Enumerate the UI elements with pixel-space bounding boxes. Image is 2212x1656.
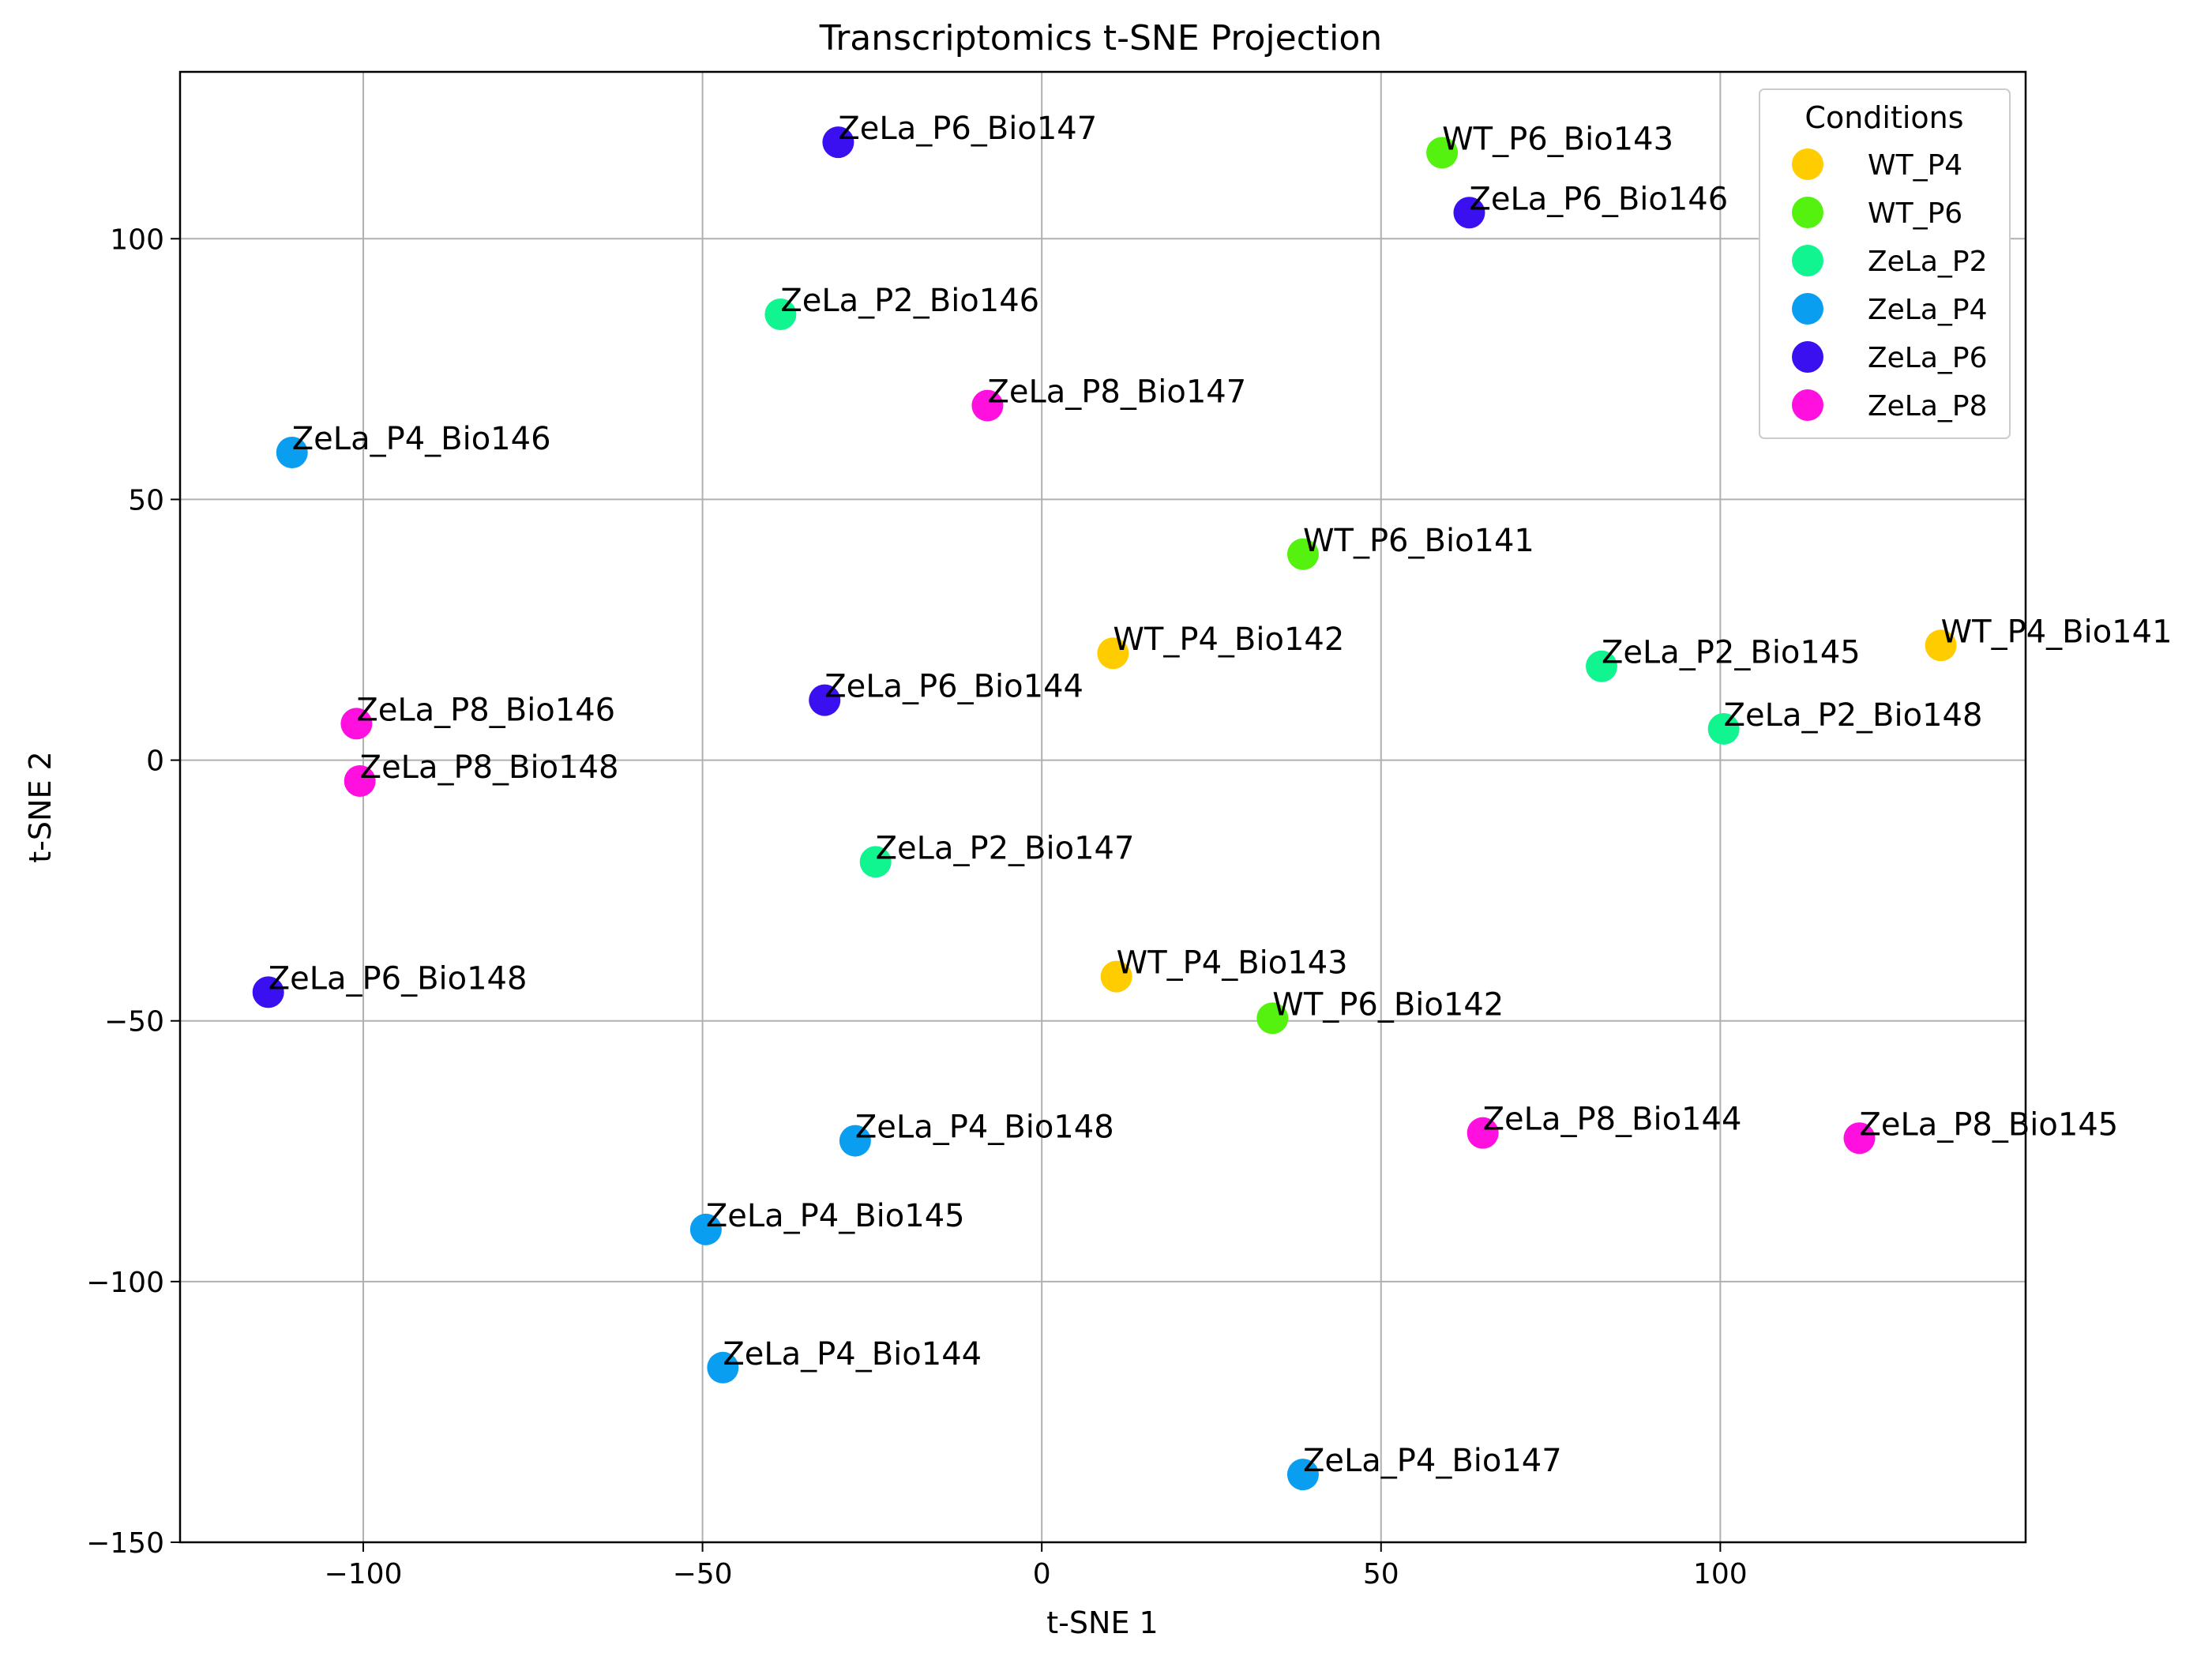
data-point-label: WT_P4_Bio143 [1117, 945, 1348, 982]
data-points [252, 126, 1957, 1491]
data-point [1453, 197, 1485, 229]
data-point [1843, 1122, 1876, 1155]
data-point [809, 684, 841, 716]
data-point-label: ZeLa_P8_Bio148 [360, 749, 619, 786]
data-point-label: ZeLa_P2_Bio148 [1724, 697, 1983, 734]
data-point [822, 126, 854, 159]
data-point [276, 437, 308, 469]
data-point [1256, 1002, 1289, 1035]
axis-ticks: −100 −50 0 50 100 100 50 0 −50 −100 −150 [86, 223, 1748, 1590]
data-point-label: ZeLa_P4_Bio147 [1303, 1443, 1562, 1479]
legend-entry-label: WT_P4 [1868, 149, 1962, 182]
data-point-label: ZeLa_P2_Bio147 [876, 830, 1135, 866]
x-tick-label: −50 [673, 1558, 733, 1590]
legend-entry-label: WT_P6 [1868, 197, 1962, 230]
legend-entry-label: ZeLa_P4 [1868, 294, 1988, 326]
data-point [1586, 650, 1618, 682]
data-point-label: ZeLa_P4_Bio145 [706, 1198, 965, 1234]
legend-marker [1792, 341, 1823, 373]
data-point-label: ZeLa_P2_Bio146 [780, 283, 1039, 319]
x-tick-label: 100 [1693, 1558, 1748, 1590]
x-tick-label: 0 [1033, 1558, 1051, 1590]
data-point [1286, 538, 1319, 570]
x-tick-label: 50 [1363, 1558, 1399, 1590]
data-point-label: WT_P6_Bio143 [1442, 121, 1673, 157]
data-point-label: ZeLa_P4_Bio148 [855, 1110, 1114, 1146]
data-point [1286, 1459, 1319, 1491]
legend-title: Conditions [1805, 100, 1963, 135]
point-labels: WT_P4_Bio142 WT_P4_Bio141 WT_P4_Bio143 WT_P… [269, 111, 2173, 1479]
y-tick-label: −50 [104, 1006, 164, 1038]
legend: Conditions WT_P4 WT_P6 ZeLa_P2 ZeLa_P4 ZeLa_… [1759, 88, 2011, 439]
data-point-label: ZeLa_P8_Bio144 [1483, 1102, 1742, 1138]
legend-entry-label: ZeLa_P8 [1868, 390, 1988, 422]
chart-title: Transcriptomics t-SNE Projection [819, 18, 1382, 58]
y-tick-label: 100 [110, 223, 164, 256]
data-point-label: WT_P4_Bio142 [1113, 621, 1344, 658]
data-point [1426, 137, 1459, 169]
data-point-label: ZeLa_P4_Bio146 [292, 421, 551, 457]
legend-marker [1792, 197, 1823, 228]
data-point-label: ZeLa_P4_Bio144 [723, 1336, 982, 1372]
data-point [707, 1351, 739, 1384]
legend-marker [1792, 293, 1823, 325]
legend-marker [1792, 148, 1823, 180]
legend-marker [1792, 245, 1823, 276]
data-point [764, 299, 797, 331]
data-point-label: ZeLa_P6_Bio147 [838, 111, 1097, 147]
data-point [971, 389, 1004, 422]
legend-entry-label: ZeLa_P6 [1868, 342, 1988, 374]
legend-marker [1792, 389, 1823, 421]
y-tick-label: 0 [146, 745, 164, 778]
x-axis-label: t-SNE 1 [1046, 1605, 1158, 1640]
data-point [344, 764, 376, 797]
data-point-label: ZeLa_P6_Bio144 [824, 669, 1083, 705]
legend-entry-label: ZeLa_P2 [1868, 246, 1988, 278]
data-point-label: ZeLa_P8_Bio145 [1859, 1106, 2118, 1143]
plot-frame [178, 70, 2027, 1544]
y-tick-label: 50 [128, 484, 164, 516]
data-point [1467, 1117, 1499, 1149]
data-point-label: WT_P4_Bio141 [1941, 614, 2173, 650]
data-point [1097, 637, 1129, 670]
y-axis-label: t-SNE 2 [23, 751, 58, 862]
data-point-label: ZeLa_P8_Bio147 [987, 374, 1246, 411]
data-point [859, 846, 892, 878]
data-point [1707, 712, 1740, 745]
data-point-label: ZeLa_P2_Bio145 [1602, 635, 1861, 671]
data-point [689, 1213, 722, 1245]
data-point-label: ZeLa_P6_Bio148 [269, 960, 528, 997]
y-tick-label: −150 [86, 1527, 164, 1560]
data-point [1925, 629, 1957, 662]
data-point-label: WT_P6_Bio142 [1272, 986, 1504, 1023]
data-point [340, 708, 373, 740]
data-point [839, 1125, 871, 1157]
x-tick-label: −100 [325, 1558, 403, 1590]
data-point-label: WT_P6_Bio141 [1303, 523, 1534, 559]
data-point [1100, 960, 1132, 993]
data-point-label: ZeLa_P8_Bio146 [356, 692, 615, 728]
y-tick-label: −100 [86, 1267, 164, 1299]
data-point [252, 976, 284, 1008]
data-point-label: ZeLa_P6_Bio146 [1469, 181, 1728, 217]
